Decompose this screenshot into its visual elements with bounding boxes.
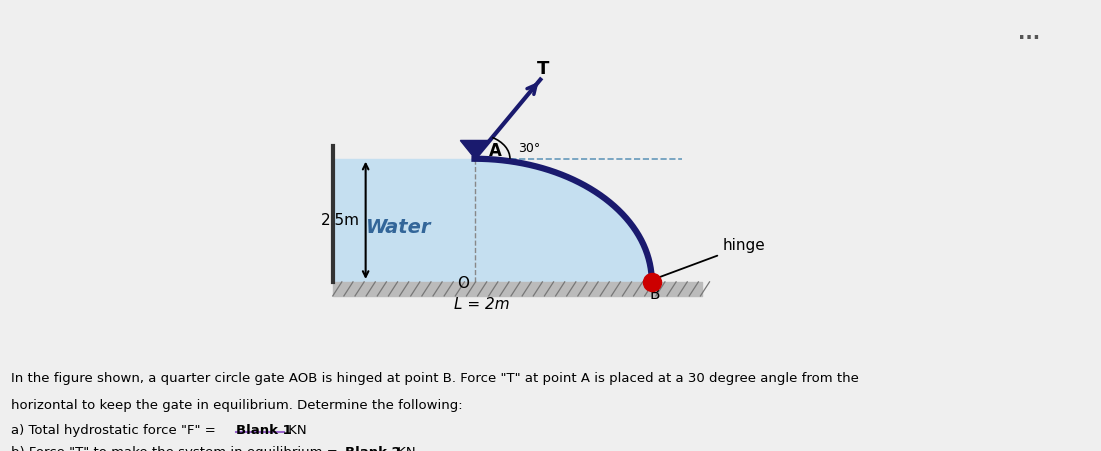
Text: KN: KN [284, 424, 307, 437]
Polygon shape [475, 159, 652, 282]
Text: 2.5m: 2.5m [320, 213, 360, 228]
Text: b) Force "T" to make the system in equilibrium =: b) Force "T" to make the system in equil… [11, 446, 342, 451]
Polygon shape [333, 159, 475, 282]
Text: B: B [650, 287, 659, 302]
Text: a) Total hydrostatic force "F" =: a) Total hydrostatic force "F" = [11, 424, 220, 437]
Text: L = 2m: L = 2m [455, 297, 510, 312]
Text: In the figure shown, a quarter circle gate AOB is hinged at point B. Force "T" a: In the figure shown, a quarter circle ga… [11, 372, 859, 385]
Text: Water: Water [366, 218, 432, 237]
Text: Blank 1: Blank 1 [237, 424, 292, 437]
Text: 30°: 30° [517, 143, 539, 156]
Text: hinge: hinge [651, 238, 765, 281]
Text: O: O [457, 276, 469, 291]
Text: A: A [489, 142, 502, 160]
Polygon shape [460, 140, 489, 158]
Text: KN: KN [393, 446, 416, 451]
Text: T: T [536, 60, 549, 78]
Text: Blank 2: Blank 2 [346, 446, 401, 451]
Text: ...: ... [1018, 24, 1040, 43]
Text: horizontal to keep the gate in equilibrium. Determine the following:: horizontal to keep the gate in equilibri… [11, 399, 462, 412]
